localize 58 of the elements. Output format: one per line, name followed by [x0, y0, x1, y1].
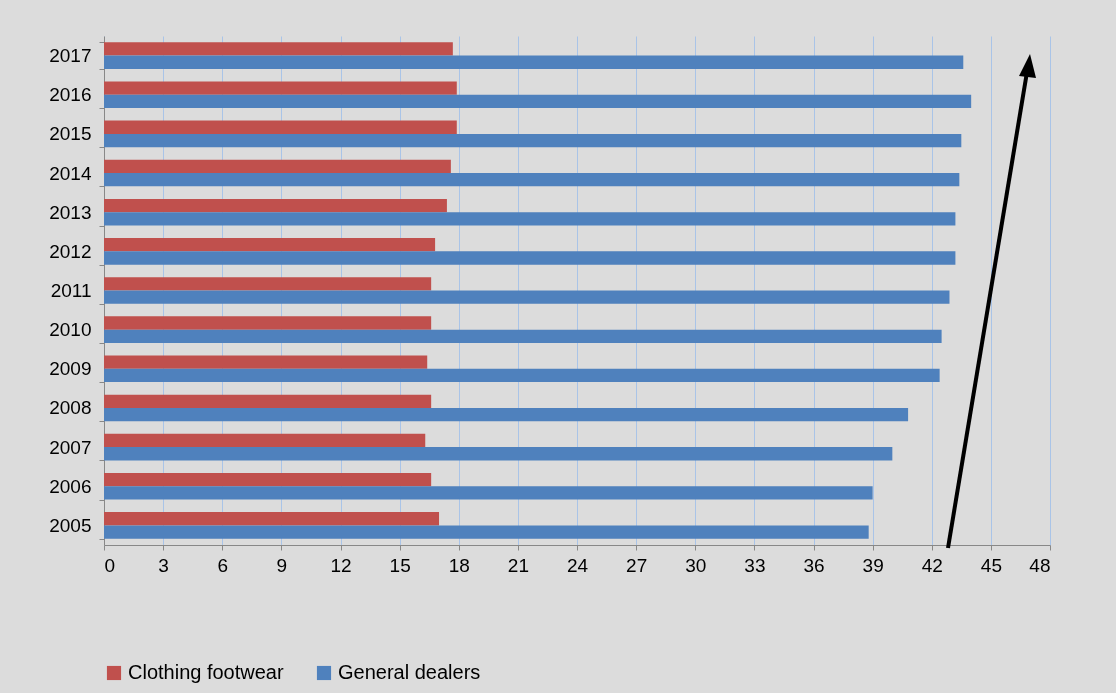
- x-tick-label: 39: [862, 554, 884, 576]
- x-tick-label: 21: [507, 554, 529, 576]
- bar: [104, 447, 893, 461]
- y-tick-label: 2017: [49, 45, 92, 67]
- legend-label: Clothing footwear: [128, 661, 284, 683]
- bar: [104, 355, 428, 369]
- x-tick-label: 9: [276, 554, 288, 576]
- x-tick-label: 15: [389, 554, 411, 576]
- bar: [104, 368, 940, 383]
- y-tick-label: 2012: [49, 240, 92, 262]
- x-tick-label: 45: [980, 554, 1002, 576]
- bar: [104, 329, 942, 343]
- x-tick-label: 6: [217, 554, 229, 576]
- bar: [104, 120, 457, 134]
- y-tick-label: 2013: [49, 201, 92, 223]
- x-tick-label: 30: [685, 554, 707, 576]
- y-tick-label: 2009: [49, 358, 92, 380]
- bar: [104, 290, 950, 304]
- x-tick-label: 0: [104, 554, 116, 576]
- x-tick-label: 24: [566, 554, 589, 576]
- bar: [104, 55, 964, 69]
- y-tick-label: 2016: [49, 84, 92, 106]
- y-tick-label: 2014: [49, 162, 92, 184]
- bar: [104, 472, 432, 487]
- bar: [104, 212, 956, 226]
- bar: [104, 42, 453, 56]
- x-tick-label: 42: [921, 554, 943, 576]
- y-tick-label: 2007: [49, 436, 92, 458]
- bar: [104, 251, 956, 265]
- x-tick-label: 3: [158, 554, 169, 576]
- x-tick-label: 18: [448, 554, 470, 576]
- bar: [104, 238, 436, 252]
- y-tick-label: 2015: [49, 123, 92, 145]
- bar: [104, 173, 960, 187]
- x-tick-label: 27: [626, 554, 648, 576]
- bar: [104, 159, 451, 174]
- bar: [104, 433, 426, 448]
- y-tick-label: 2006: [49, 475, 92, 497]
- bar: [104, 486, 873, 500]
- y-tick-label: 2011: [50, 280, 92, 301]
- x-tick-label: 33: [744, 554, 766, 576]
- bar: [104, 407, 909, 422]
- bar: [104, 198, 447, 213]
- x-tick-label: 36: [803, 554, 825, 576]
- x-tick-label: 48: [1029, 554, 1051, 576]
- y-tick-label: 2005: [49, 514, 92, 536]
- legend-label: General dealers: [338, 661, 481, 683]
- bar: [104, 277, 432, 291]
- bar: [104, 94, 972, 109]
- bar: [104, 512, 440, 526]
- bar: [104, 133, 962, 148]
- bar: [104, 394, 432, 408]
- x-tick-label: 12: [330, 554, 352, 576]
- y-tick-label: 2008: [49, 397, 92, 419]
- bar: [104, 316, 432, 330]
- bar: [104, 525, 869, 539]
- bar: [104, 81, 457, 95]
- y-tick-label: 2010: [49, 319, 92, 341]
